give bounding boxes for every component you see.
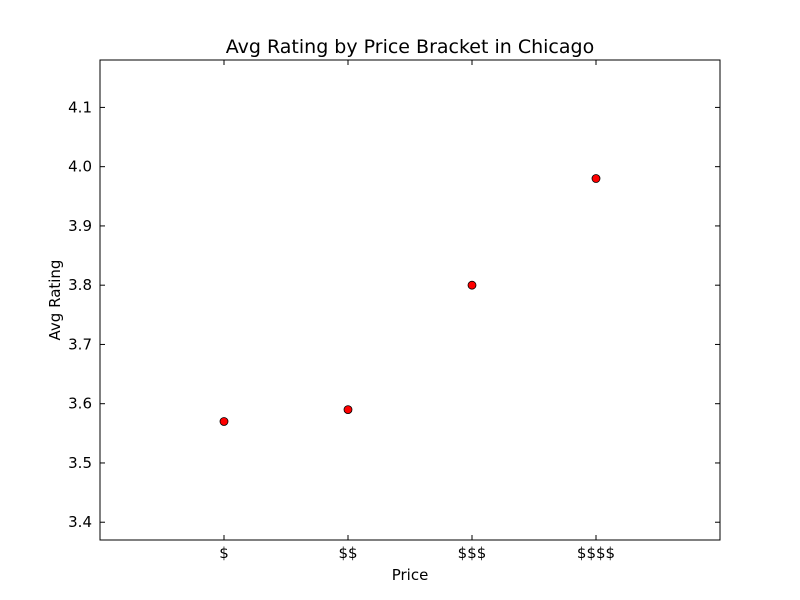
chart-title: Avg Rating by Price Bracket in Chicago [226, 36, 594, 58]
y-tick-label: 4.1 [68, 98, 92, 116]
x-tick-label: $ [219, 544, 229, 562]
x-tick-label: $$$ [458, 544, 487, 562]
plot-area-frame [99, 59, 721, 541]
x-axis-label: Price [392, 566, 429, 584]
x-axis: $ $$ $$$ $$$$ [219, 60, 615, 562]
data-point [219, 417, 229, 426]
x-tick-label: $$$$ [577, 544, 615, 562]
data-point [591, 174, 601, 183]
y-axis-label: Avg Rating [46, 260, 64, 341]
data-points [219, 174, 601, 426]
data-point [467, 280, 477, 290]
y-tick-label: 3.8 [68, 276, 92, 294]
x-tick-label: $$ [338, 544, 357, 562]
y-tick-label: 3.4 [68, 513, 92, 531]
y-tick-label: 3.6 [68, 395, 92, 413]
y-tick-label: 3.5 [68, 454, 92, 472]
y-axis: 3.4 3.5 3.6 3.7 3.8 3.9 4.0 4.1 [68, 98, 720, 531]
y-tick-label: 4.0 [68, 158, 92, 176]
data-point [343, 405, 353, 415]
y-tick-label: 3.7 [68, 335, 92, 353]
y-tick-label: 3.9 [68, 217, 92, 235]
